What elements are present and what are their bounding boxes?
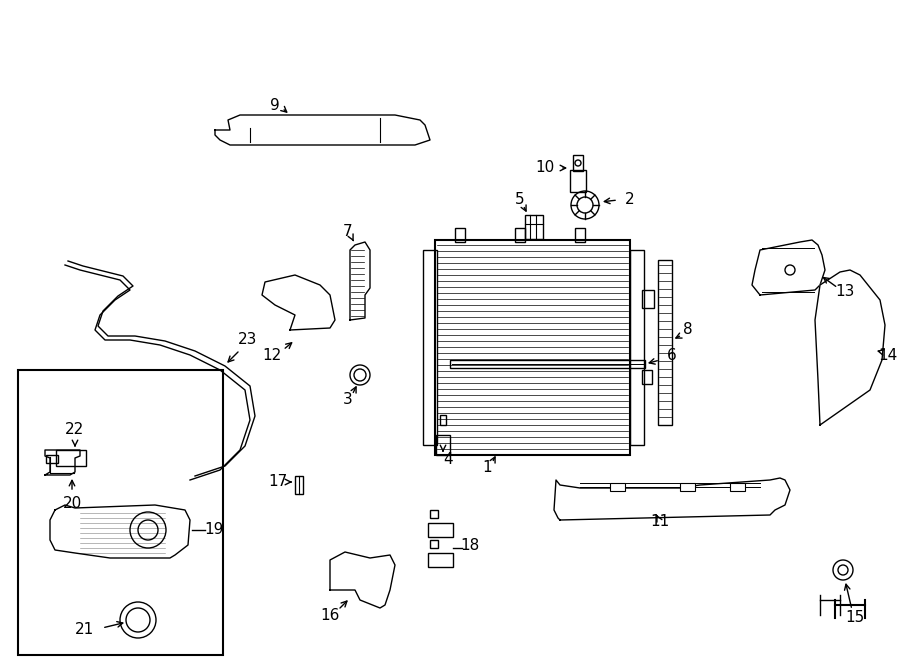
Text: 9: 9 <box>270 98 280 112</box>
Polygon shape <box>215 115 430 145</box>
Bar <box>515 228 525 242</box>
Polygon shape <box>330 552 395 608</box>
Bar <box>642 370 652 384</box>
Bar <box>642 290 654 308</box>
Bar <box>435 240 630 455</box>
Bar <box>573 155 583 171</box>
Polygon shape <box>350 242 370 320</box>
Text: 7: 7 <box>343 225 353 239</box>
Text: 1: 1 <box>482 461 491 475</box>
Bar <box>440 415 446 425</box>
Text: 12: 12 <box>263 348 282 362</box>
Bar <box>295 476 303 494</box>
Text: 19: 19 <box>204 522 224 537</box>
Bar <box>680 483 695 491</box>
Bar <box>430 510 438 518</box>
Text: 3: 3 <box>343 393 353 407</box>
Bar <box>630 250 644 445</box>
Bar <box>428 553 453 567</box>
Bar <box>575 228 585 242</box>
Polygon shape <box>752 240 825 295</box>
Bar <box>436 435 450 455</box>
Text: 20: 20 <box>62 496 82 510</box>
Text: 16: 16 <box>320 607 339 623</box>
Text: 6: 6 <box>667 348 677 364</box>
Text: 15: 15 <box>845 611 865 625</box>
Polygon shape <box>50 505 190 558</box>
Polygon shape <box>815 270 885 425</box>
Text: 10: 10 <box>536 161 554 176</box>
Bar <box>525 215 543 239</box>
Polygon shape <box>45 450 80 475</box>
Text: 4: 4 <box>443 453 453 467</box>
Bar <box>46 455 58 463</box>
Text: 21: 21 <box>76 623 94 637</box>
Bar <box>18 370 223 655</box>
Bar <box>430 540 438 548</box>
Text: 22: 22 <box>66 422 85 438</box>
Text: 17: 17 <box>268 475 288 490</box>
Polygon shape <box>554 478 790 520</box>
Text: 13: 13 <box>835 284 855 299</box>
Bar <box>56 450 86 466</box>
Text: 11: 11 <box>651 514 670 529</box>
Text: 2: 2 <box>626 192 634 208</box>
Text: 8: 8 <box>683 323 693 338</box>
Text: 18: 18 <box>461 537 480 553</box>
Bar <box>658 260 672 425</box>
Bar <box>428 523 453 537</box>
Text: 5: 5 <box>515 192 525 208</box>
Bar <box>450 360 645 368</box>
Polygon shape <box>262 275 335 330</box>
Bar <box>423 250 437 445</box>
Bar <box>610 483 625 491</box>
Text: 23: 23 <box>238 332 257 348</box>
Bar <box>455 228 465 242</box>
Text: 14: 14 <box>878 348 897 362</box>
Bar <box>730 483 745 491</box>
Bar <box>570 170 586 192</box>
